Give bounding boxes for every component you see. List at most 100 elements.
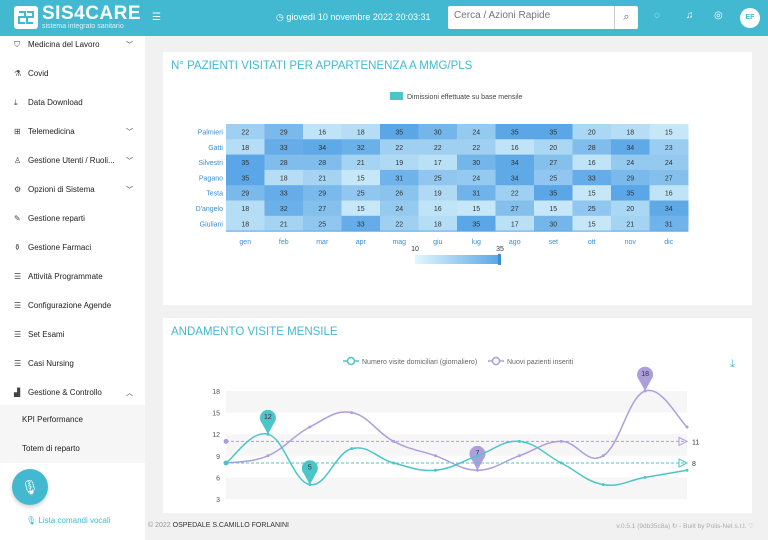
heatmap-cell[interactable]: [303, 154, 342, 171]
sidebar-item[interactable]: ⚙ Opzioni di Sistema ﹀: [0, 175, 145, 204]
heatmap-cell[interactable]: [649, 200, 689, 217]
sidebar-item[interactable]: ☰ Configurazione Agende: [0, 291, 145, 320]
data-point[interactable]: [434, 454, 438, 458]
data-point[interactable]: [517, 439, 521, 443]
heatmap-cell[interactable]: [457, 169, 496, 186]
series-line[interactable]: [225, 433, 688, 486]
heatmap-cell[interactable]: [534, 139, 573, 156]
heatmap-cell[interactable]: [303, 200, 342, 217]
heatmap-cell[interactable]: [495, 124, 535, 140]
heatmap-cell[interactable]: [418, 139, 458, 156]
heatmap-cell[interactable]: [572, 124, 612, 140]
download-icon[interactable]: ⤓: [730, 358, 735, 370]
data-point[interactable]: [350, 447, 354, 451]
heatmap-cell[interactable]: [226, 185, 265, 201]
avatar[interactable]: EF: [740, 8, 760, 28]
lightbulb-icon[interactable]: ◎: [714, 10, 723, 21]
heatmap-cell[interactable]: [380, 185, 419, 201]
heatmap-cell[interactable]: [572, 215, 612, 232]
legend-marker[interactable]: [491, 356, 501, 366]
heatmap-cell[interactable]: [495, 154, 535, 171]
data-point[interactable]: [517, 454, 521, 458]
data-point[interactable]: [475, 454, 479, 458]
heatmap-cell[interactable]: [226, 215, 265, 232]
sidebar-item[interactable]: ☰ Casi Nursing: [0, 349, 145, 378]
heatmap-cell[interactable]: [611, 154, 650, 171]
sidebar-item[interactable]: ✎ Gestione reparti: [0, 204, 145, 233]
heatmap-cell[interactable]: [341, 124, 381, 140]
heatmap-cell[interactable]: [457, 185, 496, 201]
data-point[interactable]: [434, 468, 438, 472]
heatmap-cell[interactable]: [264, 215, 304, 232]
heatmap-cell[interactable]: [418, 185, 458, 201]
data-point[interactable]: [685, 468, 689, 472]
heatmap-cell[interactable]: [534, 154, 573, 171]
heatmap-cell[interactable]: [380, 215, 419, 232]
heatmap-cell[interactable]: [380, 154, 419, 171]
bell-icon[interactable]: ♫: [686, 10, 694, 21]
heatmap-cell[interactable]: [380, 139, 419, 156]
data-point[interactable]: [475, 468, 479, 472]
heatmap-cell[interactable]: [534, 124, 573, 140]
heatmap-cell[interactable]: [611, 215, 650, 232]
heatmap-cell[interactable]: [418, 124, 458, 140]
legend-swatch[interactable]: [390, 92, 403, 100]
data-point[interactable]: [308, 425, 312, 429]
heatmap-cell[interactable]: [649, 139, 689, 156]
data-point[interactable]: [266, 432, 270, 436]
sidebar-item[interactable]: ⤓ Data Download: [0, 88, 145, 117]
legend-label[interactable]: Numero visite domiciliari (giornaliero): [362, 359, 477, 366]
sidebar-subitem[interactable]: Totem di reparto: [0, 434, 145, 463]
heatmap-cell[interactable]: [611, 185, 650, 201]
data-point[interactable]: [685, 425, 689, 429]
heatmap-cell[interactable]: [264, 139, 304, 156]
legend-marker[interactable]: [346, 356, 356, 366]
heatmap-cell[interactable]: [611, 139, 650, 156]
data-point[interactable]: [266, 454, 270, 458]
sidebar-item[interactable]: ⚱ Gestione Farmaci: [0, 233, 145, 262]
legend-label[interactable]: Nuovi pazienti inseriti: [507, 359, 574, 366]
menu-toggle-icon[interactable]: ☰: [152, 12, 161, 23]
heatmap-cell[interactable]: [226, 169, 265, 186]
heatmap-cell[interactable]: [418, 200, 458, 217]
heatmap-cell[interactable]: [418, 215, 458, 232]
heatmap-cell[interactable]: [649, 124, 689, 140]
heatmap-cell[interactable]: [341, 169, 381, 186]
heatmap-cell[interactable]: [380, 169, 419, 186]
heatmap-cell[interactable]: [572, 154, 612, 171]
heatmap-cell[interactable]: [611, 169, 650, 186]
visual-map-handle[interactable]: [498, 254, 501, 265]
markpoint-pin[interactable]: [301, 460, 318, 485]
heatmap-cell[interactable]: [380, 200, 419, 217]
heatmap-cell[interactable]: [264, 169, 304, 186]
heatmap-cell[interactable]: [303, 215, 342, 232]
heatmap-cell[interactable]: [341, 185, 381, 201]
heatmap-cell[interactable]: [495, 200, 535, 217]
sidebar-item[interactable]: ☰ Attività Programmate: [0, 262, 145, 291]
heatmap-cell[interactable]: [303, 169, 342, 186]
heatmap-cell[interactable]: [534, 169, 573, 186]
sidebar-item[interactable]: ⊞ Telemedicina ﹀: [0, 117, 145, 146]
heatmap-cell[interactable]: [572, 169, 612, 186]
sidebar-item[interactable]: ☰ Set Esami: [0, 320, 145, 349]
legend-label[interactable]: Dimissioni effettuate su base mensile: [407, 94, 523, 101]
data-point[interactable]: [350, 411, 354, 415]
heatmap-cell[interactable]: [341, 200, 381, 217]
sidebar-item[interactable]: ▟ Gestione & Controllo ︿: [0, 378, 145, 407]
search-input[interactable]: [454, 10, 614, 21]
heatmap-cell[interactable]: [534, 215, 573, 232]
heatmap-cell[interactable]: [457, 139, 496, 156]
heatmap-cell[interactable]: [495, 185, 535, 201]
heatmap-cell[interactable]: [572, 185, 612, 201]
heatmap-cell[interactable]: [495, 139, 535, 156]
heatmap-cell[interactable]: [649, 169, 689, 186]
heatmap-cell[interactable]: [226, 200, 265, 217]
heatmap-cell[interactable]: [226, 124, 265, 140]
heatmap-cell[interactable]: [457, 200, 496, 217]
heatmap-cell[interactable]: [495, 169, 535, 186]
heatmap-cell[interactable]: [495, 215, 535, 232]
heatmap-cell[interactable]: [226, 154, 265, 171]
voice-commands-link[interactable]: 🎙 Lista comandi vocali: [26, 516, 111, 525]
heatmap-cell[interactable]: [264, 200, 304, 217]
heatmap-cell[interactable]: [649, 185, 689, 201]
